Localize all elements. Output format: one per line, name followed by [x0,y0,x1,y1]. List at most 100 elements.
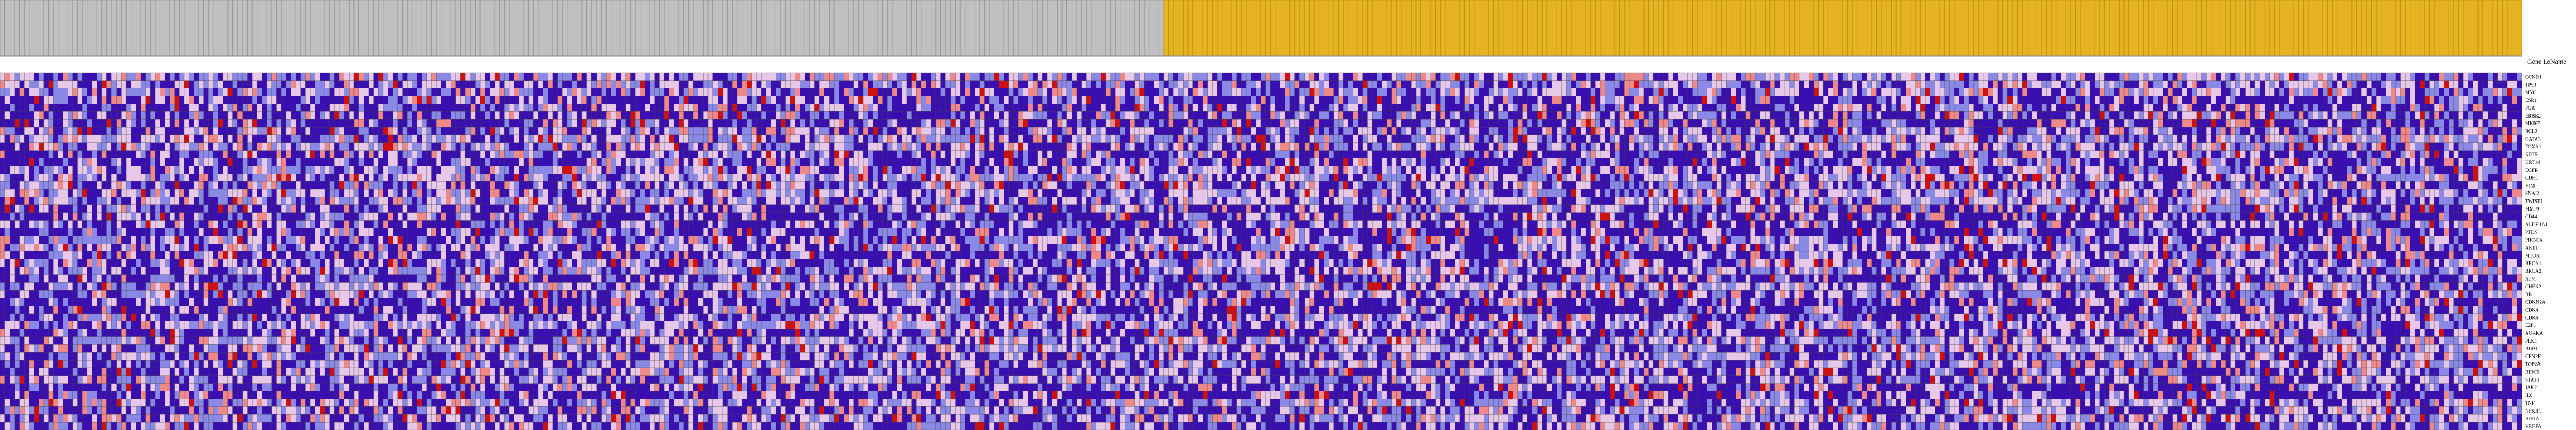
sample-header-cell [999,0,1004,57]
heatmap-cell [310,80,315,88]
heatmap-cell [504,72,510,81]
heatmap-cell [131,88,136,96]
heatmap-cell [2318,127,2323,135]
heatmap-cell [460,104,466,112]
heatmap-cell [1163,80,1169,88]
sample-header-cell [2356,0,2362,57]
heatmap-cell [315,119,320,128]
heatmap-cell [1391,134,1397,143]
heatmap-cell [1760,127,1766,135]
heatmap-cell [1096,72,1101,81]
heatmap-cell [2477,96,2483,104]
heatmap-cell [237,96,243,104]
heatmap-cell [1459,96,1465,104]
heatmap-cell [790,127,795,135]
heatmap-cell [1110,104,1116,112]
heatmap-cell [533,119,539,128]
heatmap-cell [1052,96,1058,104]
heatmap-cell [2274,127,2280,135]
heatmap-cell [1358,119,1363,128]
heatmap-cell [455,88,461,96]
heatmap-cell [1862,127,1867,135]
heatmap-cell [1386,72,1392,81]
sample-header-cell [334,0,340,57]
heatmap-cell [1624,111,1630,120]
heatmap-cell [2148,88,2154,96]
heatmap-cell [606,96,611,104]
heatmap-cell [1896,111,1901,120]
heatmap-cell [1813,119,1819,128]
heatmap-cell [1115,80,1121,88]
heatmap-cell [1833,104,1838,112]
heatmap-cell [2051,119,2056,128]
heatmap-cell [286,72,291,81]
heatmap-cell [935,88,941,96]
heatmap-cell [819,88,824,96]
sample-header-cell [92,0,97,57]
sample-header-cell [1178,0,1184,57]
heatmap-cell [1091,96,1096,104]
heatmap-cell [72,80,78,88]
heatmap-cell [1988,119,1993,128]
heatmap-cell [567,134,572,143]
heatmap-cell [4,134,10,143]
heatmap-cell [1096,111,1101,120]
heatmap-cell [2119,80,2125,88]
heatmap-cell [1377,80,1382,88]
heatmap-cell [921,127,926,135]
heatmap-cell [824,119,830,128]
heatmap-cell [267,119,272,128]
heatmap-cell [887,127,893,135]
heatmap-cell [24,80,30,88]
heatmap-cell [68,80,73,88]
heatmap-cell [771,96,776,104]
heatmap-cell [276,104,282,112]
heatmap-cell [1639,88,1645,96]
heatmap-cell [688,134,694,143]
heatmap-cell [1396,104,1402,112]
heatmap-cell [1949,88,1955,96]
heatmap-cell [809,96,815,104]
heatmap-cell [111,127,117,135]
heatmap-cell [39,104,44,112]
heatmap-cell [1978,119,1984,128]
heatmap-cell [14,119,20,128]
heatmap-cell [1842,104,1848,112]
heatmap-cell [621,127,626,135]
heatmap-cell [364,127,369,135]
heatmap-cell [2007,127,2013,135]
sample-header-cell [1522,0,1528,57]
heatmap-cell [2138,88,2144,96]
heatmap-cell [557,111,563,120]
heatmap-cell [145,119,151,128]
heatmap-cell [906,80,912,88]
heatmap-cell [1299,119,1305,128]
heatmap-cell [2376,127,2382,135]
heatmap-cell [1498,96,1504,104]
heatmap-cell [1968,80,1974,88]
heatmap-cell [169,119,175,128]
heatmap-cell [1163,111,1169,120]
heatmap-cell [1552,80,1557,88]
heatmap-cell [2216,88,2221,96]
heatmap-cell [10,127,15,135]
heatmap-cell [1605,72,1610,81]
heatmap-cell [2134,72,2139,81]
heatmap-cell [800,88,805,96]
sample-header-cell [431,0,437,57]
heatmap-cell [2279,127,2284,135]
sample-header-cell [1755,0,1761,57]
heatmap-cell [2512,72,2517,81]
heatmap-cell [1944,127,1950,135]
heatmap-cell [1280,96,1285,104]
heatmap-cell [2201,104,2207,112]
heatmap-cell [2230,96,2236,104]
heatmap-cell [858,80,864,88]
heatmap-cell [1227,104,1232,112]
heatmap-cell [1105,134,1111,143]
heatmap-cell [1023,119,1028,128]
heatmap-cell [2075,72,2081,81]
sample-header-cell [281,0,287,57]
heatmap-cell [2308,119,2313,128]
heatmap-cell [664,80,669,88]
